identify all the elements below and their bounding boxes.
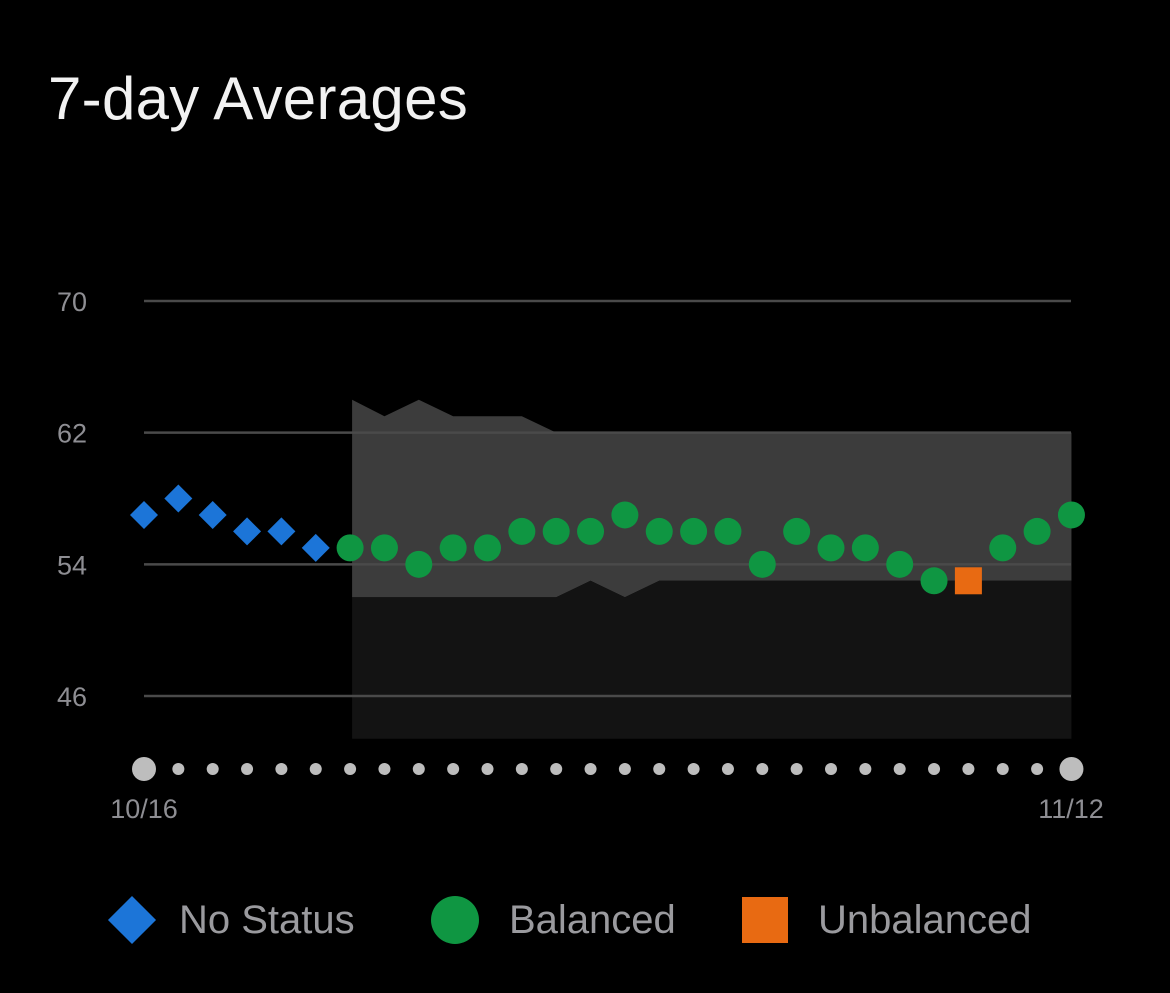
x-axis-dot [618,763,631,775]
y-tick-label: 62 [57,419,87,449]
data-point-balanced [748,550,776,578]
legend-item-unbalanced[interactable]: Unbalanced [742,888,1032,952]
diamond-marker-icon [107,895,157,945]
x-axis-dot [756,763,769,775]
data-point-no-status [164,484,193,513]
legend-item-no-status[interactable]: No Status [107,888,355,952]
x-axis-dot [515,763,528,775]
data-point-balanced [611,501,639,529]
chart-title: 7-day Averages [48,65,469,132]
data-point-balanced [783,517,811,545]
data-point-balanced [1057,501,1085,529]
data-point-no-status [130,500,158,529]
data-point-balanced [851,534,879,562]
data-point-balanced [886,550,914,578]
data-point-balanced [645,517,673,545]
x-axis-dot [172,763,185,775]
x-axis-dot [825,763,837,775]
x-axis-dot [859,763,872,775]
x-axis-dot [132,757,156,781]
x-tick-label-end: 11/12 [1038,794,1104,824]
x-axis-dot [962,763,975,775]
data-point-balanced [439,534,467,562]
data-point-balanced [817,534,845,562]
legend-item-balanced[interactable]: Balanced [431,888,676,952]
data-point-no-status [233,517,262,546]
data-point-balanced [405,550,433,578]
x-axis-dot [412,763,425,775]
data-point-balanced [370,534,398,562]
x-axis-dot [550,763,563,775]
data-point-no-status [198,500,227,529]
x-axis-dot [996,763,1009,775]
legend-label-no-status: No Status [179,897,355,942]
x-axis-dot [481,763,494,775]
data-point-balanced [1023,517,1051,545]
y-tick-label: 70 [57,287,87,317]
x-axis-dot [241,763,254,775]
x-axis-dot [584,763,597,775]
y-tick-label: 54 [57,550,87,580]
square-marker-icon [742,897,788,943]
x-axis-dot [378,763,391,775]
circle-marker-icon [431,896,479,944]
x-axis-dot [206,763,219,775]
data-point-unbalanced [954,567,982,595]
x-axis-dot [653,763,666,775]
x-axis-dot [275,763,288,775]
chart-plot: 70 62 54 46 10/16 11/12 [57,287,1104,824]
baseline-band-lower [352,580,1072,739]
x-axis-dot [309,763,322,775]
x-axis-dot [344,763,357,775]
x-axis-dot [1059,757,1084,781]
x-axis-dot [928,763,941,775]
data-point-balanced [920,567,948,595]
data-point-balanced [577,517,605,545]
data-point-no-status [267,517,296,546]
y-tick-label: 46 [57,682,87,712]
legend: No Status Balanced Unbalanced [0,888,1170,958]
baseline-band-upper [352,399,1072,598]
x-axis-dot [447,763,460,775]
data-point-balanced [542,517,570,545]
data-point-balanced [336,534,364,562]
data-point-balanced [508,517,536,545]
legend-label-balanced: Balanced [509,897,676,942]
x-axis-dot [790,763,803,775]
x-axis-dot [1031,763,1044,775]
data-point-no-status [301,533,330,562]
x-axis-dot [687,763,700,775]
x-axis-dot [721,763,734,775]
x-axis-dot [893,763,906,775]
data-point-balanced [989,534,1017,562]
data-point-balanced [680,517,708,545]
legend-label-unbalanced: Unbalanced [818,897,1032,942]
x-tick-label-start: 10/16 [110,794,178,824]
data-point-balanced [714,517,742,545]
data-point-balanced [474,534,501,562]
